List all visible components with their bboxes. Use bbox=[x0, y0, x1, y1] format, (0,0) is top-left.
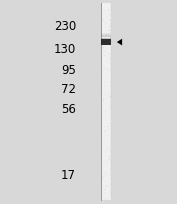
Polygon shape bbox=[117, 39, 122, 46]
Bar bbox=[101, 36, 111, 37]
Bar bbox=[101, 40, 111, 46]
Text: 56: 56 bbox=[61, 103, 76, 116]
Bar bbox=[101, 35, 111, 36]
Text: 72: 72 bbox=[61, 82, 76, 95]
Bar bbox=[101, 37, 111, 38]
Bar bbox=[101, 4, 111, 200]
Text: 130: 130 bbox=[54, 42, 76, 55]
Text: 17: 17 bbox=[61, 168, 76, 181]
Text: 230: 230 bbox=[54, 20, 76, 33]
Bar bbox=[101, 39, 111, 40]
Text: 95: 95 bbox=[61, 64, 76, 77]
Bar bbox=[101, 33, 111, 34]
